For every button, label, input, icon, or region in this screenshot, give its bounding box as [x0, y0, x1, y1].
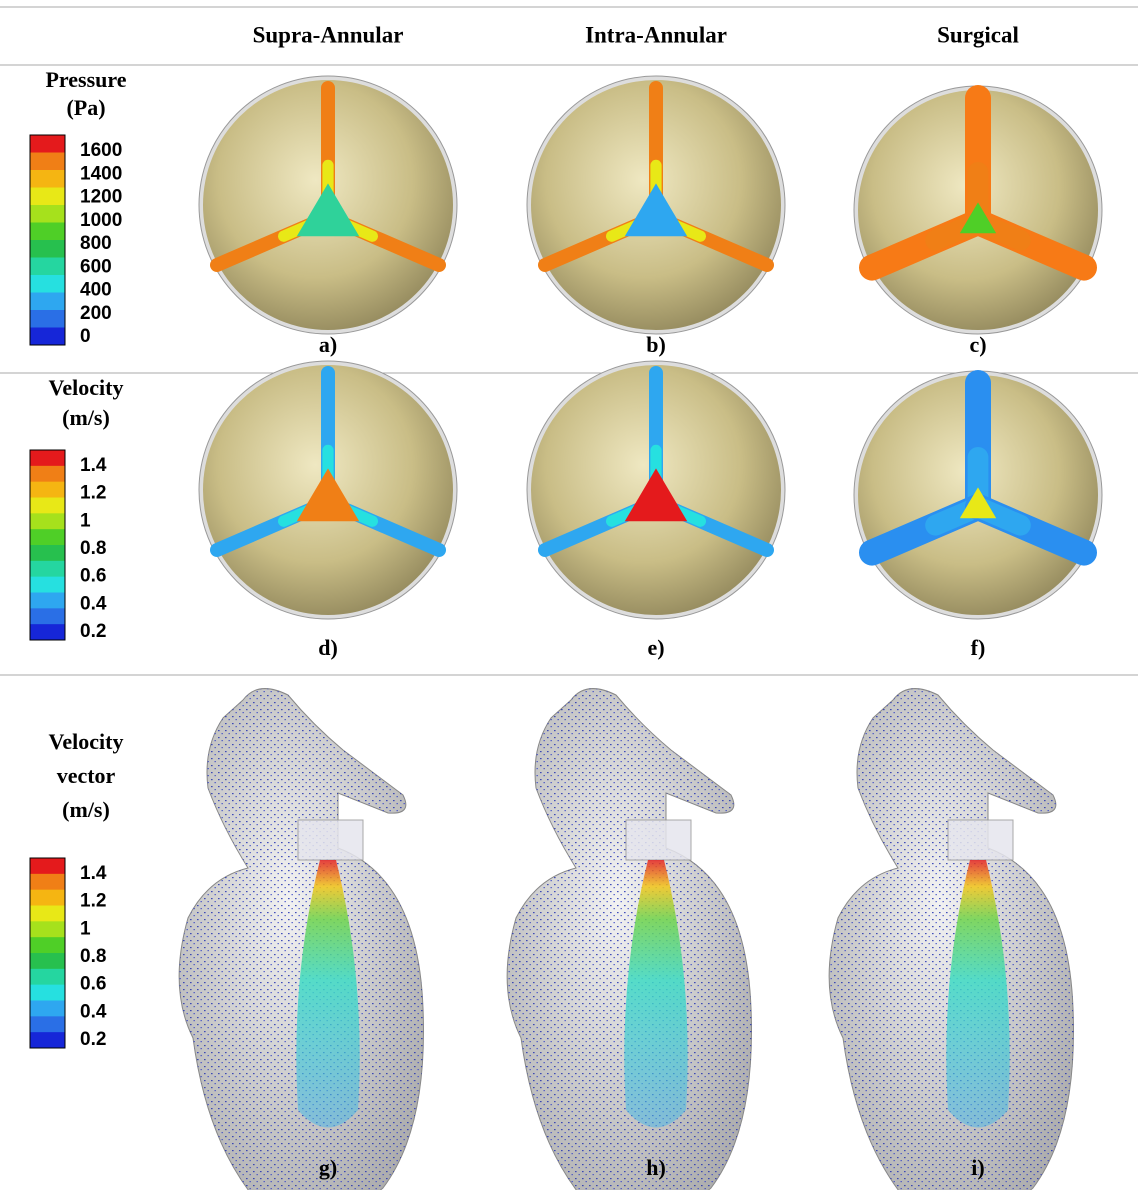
colorbar-band — [30, 889, 65, 906]
colorbar-frame — [29, 134, 66, 346]
colorbar-band — [30, 873, 65, 891]
colorbar-band — [30, 292, 65, 311]
colorbar-label: 1400 — [80, 163, 122, 184]
colorbar-band — [30, 905, 65, 922]
colorbar-label: 0.6 — [80, 566, 106, 587]
colorbar-band — [30, 545, 65, 562]
colorbar-band — [30, 240, 65, 258]
colorbar-frame — [29, 857, 66, 1049]
panel-label: d) — [318, 635, 338, 660]
colorbar-band — [30, 560, 65, 578]
colorbar-band — [30, 257, 65, 276]
column-header: Surgical — [937, 22, 1019, 47]
valve-orifice — [296, 183, 360, 237]
panel-label: g) — [319, 1155, 337, 1180]
colorbar-band — [30, 576, 65, 593]
colorbar-band — [30, 481, 65, 498]
colorbar-label: 0.4 — [80, 593, 107, 614]
row-label: (m/s) — [62, 797, 110, 822]
valve-orifice — [959, 487, 997, 519]
column-header: Supra-Annular — [253, 22, 404, 47]
colorbar-band — [30, 187, 65, 206]
row-label: Velocity — [49, 375, 124, 400]
panel-label: f) — [971, 635, 986, 660]
colorbar-label: 1 — [80, 510, 91, 531]
colorbar-label: 400 — [80, 280, 112, 301]
colorbar-band — [30, 937, 65, 954]
colorbar-band — [30, 222, 65, 241]
colorbar-band — [30, 275, 65, 293]
colorbar-band — [30, 1000, 65, 1017]
valve-orifice — [959, 202, 997, 234]
colorbar-label: 1600 — [80, 140, 122, 161]
panel-label: c) — [969, 332, 986, 357]
colorbar-label: 0.4 — [80, 1001, 107, 1022]
colorbar-band — [30, 953, 65, 970]
heart-particles — [507, 688, 752, 1190]
row-label: vector — [57, 763, 116, 788]
panel-label: a) — [319, 332, 337, 357]
colorbar-band — [30, 513, 65, 530]
valve-orifice — [624, 468, 688, 522]
colorbar-label: 1 — [80, 918, 91, 939]
colorbar-band — [30, 310, 65, 328]
row-label: Pressure — [45, 67, 126, 92]
colorbar-label: 0.2 — [80, 621, 106, 642]
colorbar-label: 0.6 — [80, 974, 106, 995]
colorbar-label: 1.2 — [80, 483, 106, 504]
colorbar-band — [30, 968, 65, 986]
colorbar-label: 0.2 — [80, 1029, 106, 1050]
colorbar-label: 600 — [80, 256, 112, 277]
valve-orifice — [296, 468, 360, 522]
colorbar-band — [30, 135, 65, 153]
colorbar-band — [30, 624, 65, 641]
row-label: (m/s) — [62, 405, 110, 430]
jet — [946, 860, 1010, 1128]
jet — [624, 860, 688, 1128]
colorbar-label: 0 — [80, 326, 91, 347]
colorbar-label: 1000 — [80, 210, 122, 231]
colorbar-band — [30, 170, 65, 188]
colorbar-band — [30, 205, 65, 223]
panel-label: i) — [971, 1155, 984, 1180]
colorbar-frame — [29, 449, 66, 641]
panel-label: b) — [646, 332, 666, 357]
colorbar-label: 1.4 — [80, 863, 107, 884]
valve-housing — [947, 819, 1014, 861]
colorbar-label: 0.8 — [80, 538, 106, 559]
valve-orifice — [624, 183, 688, 237]
colorbar-band — [30, 497, 65, 514]
colorbar-band — [30, 1016, 65, 1033]
heart-particles — [829, 688, 1074, 1190]
colorbar-label: 1.4 — [80, 455, 107, 476]
colorbar-band — [30, 529, 65, 546]
valve-housing — [297, 819, 364, 861]
row-label: (Pa) — [66, 95, 105, 120]
colorbar-label: 1200 — [80, 187, 122, 208]
colorbar-label: 800 — [80, 233, 112, 254]
colorbar-band — [30, 592, 65, 609]
panel-label: e) — [647, 635, 664, 660]
colorbar-label: 0.8 — [80, 946, 106, 967]
colorbar-band — [30, 921, 65, 938]
colorbar-label: 200 — [80, 303, 112, 324]
row-label: Velocity — [49, 729, 124, 754]
colorbar-band — [30, 1032, 65, 1049]
colorbar-band — [30, 465, 65, 483]
colorbar-band — [30, 984, 65, 1001]
colorbar-band — [30, 450, 65, 467]
column-header: Intra-Annular — [585, 22, 727, 47]
colorbar-label: 1.2 — [80, 891, 106, 912]
jet — [296, 860, 360, 1128]
heart-particles — [179, 688, 424, 1190]
valve-housing — [625, 819, 692, 861]
colorbar-band — [30, 858, 65, 875]
colorbar-band — [30, 608, 65, 625]
colorbar-band — [30, 152, 65, 171]
panel-label: h) — [646, 1155, 666, 1180]
colorbar-band — [30, 327, 65, 346]
